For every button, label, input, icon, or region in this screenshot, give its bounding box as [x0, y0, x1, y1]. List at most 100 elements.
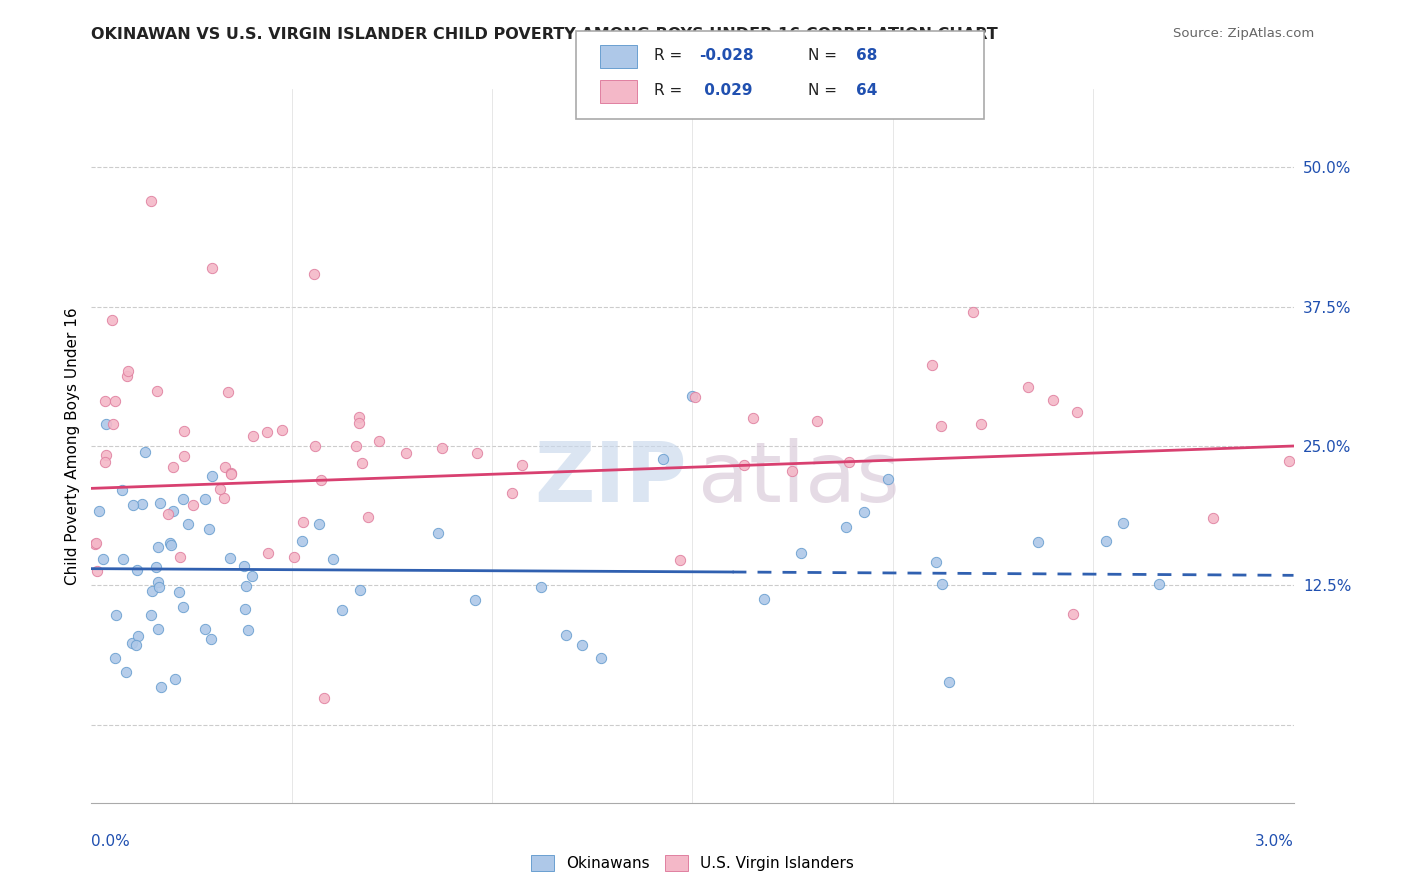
- Point: [681, 389, 703, 403]
- Point: [330, 602, 353, 616]
- Point: [283, 549, 305, 564]
- Point: [103, 651, 125, 665]
- Point: [86, 564, 108, 578]
- Point: [256, 425, 278, 439]
- Text: 0.0%: 0.0%: [91, 834, 131, 849]
- Point: [464, 593, 486, 607]
- Point: [146, 384, 169, 398]
- Point: [395, 446, 418, 460]
- Point: [349, 582, 371, 597]
- Point: [350, 456, 373, 470]
- Point: [169, 585, 191, 599]
- Text: 3.0%: 3.0%: [1254, 834, 1294, 849]
- Point: [93, 455, 115, 469]
- Text: N =: N =: [808, 48, 842, 62]
- Text: atlas: atlas: [699, 438, 900, 518]
- Point: [194, 492, 217, 507]
- Point: [198, 522, 221, 536]
- Point: [172, 600, 194, 615]
- Point: [173, 424, 195, 438]
- Point: [242, 429, 264, 443]
- Point: [1147, 577, 1170, 591]
- Point: [148, 580, 170, 594]
- Point: [104, 608, 127, 623]
- Point: [235, 579, 257, 593]
- Point: [111, 483, 134, 497]
- Point: [806, 414, 828, 428]
- Point: [115, 665, 138, 680]
- Point: [257, 546, 280, 560]
- Point: [141, 584, 163, 599]
- Point: [214, 460, 236, 475]
- Point: [127, 563, 149, 577]
- Point: [94, 393, 117, 408]
- Point: [121, 635, 143, 649]
- Point: [876, 472, 898, 486]
- Text: OKINAWAN VS U.S. VIRGIN ISLANDER CHILD POVERTY AMONG BOYS UNDER 16 CORRELATION C: OKINAWAN VS U.S. VIRGIN ISLANDER CHILD P…: [91, 27, 998, 42]
- Point: [173, 449, 195, 463]
- Point: [1062, 607, 1084, 621]
- Point: [242, 568, 264, 582]
- Text: 68: 68: [856, 48, 877, 62]
- Legend: Okinawans, U.S. Virgin Islanders: Okinawans, U.S. Virgin Islanders: [524, 849, 860, 877]
- Point: [145, 559, 167, 574]
- Point: [501, 485, 523, 500]
- Point: [127, 629, 149, 643]
- Point: [181, 499, 204, 513]
- Point: [172, 491, 194, 506]
- Point: [104, 393, 127, 408]
- Text: 0.029: 0.029: [699, 84, 752, 98]
- Point: [87, 504, 110, 518]
- Point: [838, 454, 860, 468]
- Point: [162, 504, 184, 518]
- Point: [219, 467, 242, 482]
- Point: [510, 458, 533, 472]
- Point: [651, 452, 673, 467]
- Point: [291, 515, 314, 529]
- Text: -0.028: -0.028: [699, 48, 754, 62]
- Point: [134, 445, 156, 459]
- Point: [91, 551, 114, 566]
- Point: [347, 410, 370, 425]
- Point: [571, 638, 593, 652]
- Point: [148, 541, 170, 555]
- Point: [780, 464, 803, 478]
- Point: [555, 628, 578, 642]
- Point: [1042, 392, 1064, 407]
- Point: [309, 473, 332, 487]
- Point: [752, 592, 775, 607]
- Point: [427, 525, 450, 540]
- Point: [111, 552, 134, 566]
- Point: [741, 410, 763, 425]
- Point: [177, 516, 200, 531]
- Point: [169, 549, 191, 564]
- Text: N =: N =: [808, 84, 842, 98]
- Point: [141, 194, 163, 208]
- Point: [271, 424, 294, 438]
- Point: [194, 622, 217, 636]
- Point: [733, 458, 755, 473]
- Text: ZIP: ZIP: [534, 438, 686, 518]
- Point: [149, 496, 172, 510]
- Text: 64: 64: [856, 84, 877, 98]
- Point: [308, 516, 330, 531]
- Point: [238, 623, 260, 637]
- Point: [929, 419, 952, 434]
- Point: [149, 680, 172, 694]
- Point: [94, 448, 117, 462]
- Point: [125, 638, 148, 652]
- Point: [312, 691, 335, 706]
- Point: [217, 385, 239, 400]
- Point: [122, 498, 145, 512]
- Point: [367, 434, 389, 448]
- Point: [233, 559, 256, 574]
- Y-axis label: Child Poverty Among Boys Under 16: Child Poverty Among Boys Under 16: [65, 307, 80, 585]
- Point: [962, 305, 984, 319]
- Point: [212, 491, 235, 506]
- Point: [146, 622, 169, 636]
- Point: [96, 417, 118, 431]
- Point: [1278, 454, 1301, 468]
- Point: [165, 672, 187, 686]
- Point: [931, 576, 953, 591]
- Point: [834, 520, 856, 534]
